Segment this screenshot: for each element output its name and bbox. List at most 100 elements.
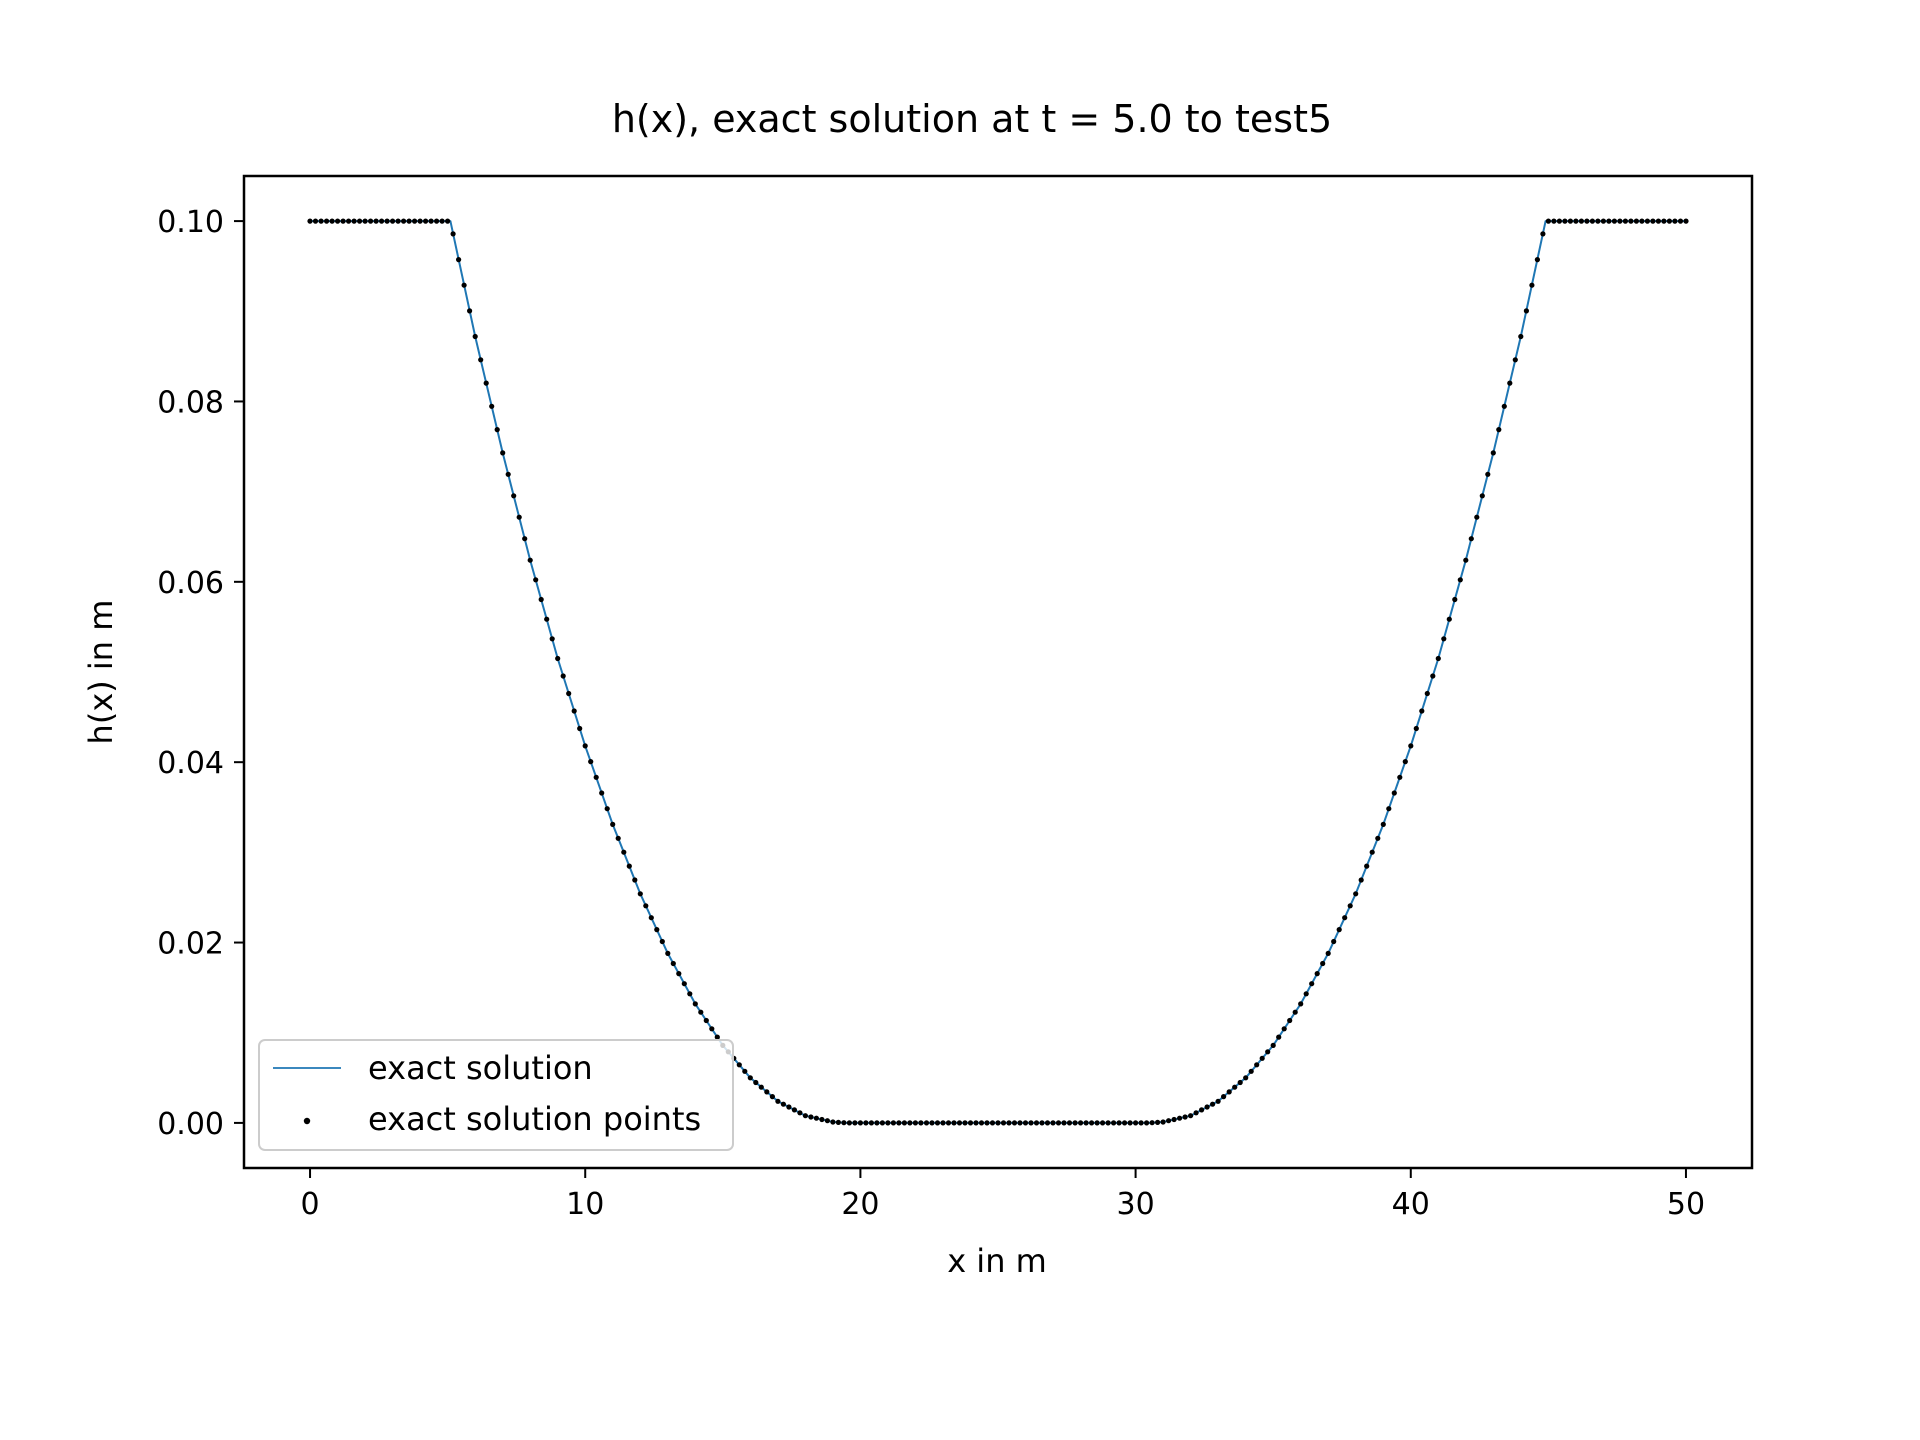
data-point bbox=[1166, 1118, 1172, 1124]
data-point bbox=[1138, 1120, 1144, 1126]
data-point bbox=[896, 1120, 902, 1126]
y-axis: 0.00 0.02 0.04 0.06 0.08 0.10 bbox=[157, 205, 244, 1142]
data-point bbox=[549, 636, 555, 642]
data-point bbox=[439, 218, 445, 224]
data-point bbox=[516, 514, 522, 520]
data-point bbox=[1204, 1104, 1210, 1110]
data-point bbox=[1028, 1120, 1034, 1126]
data-point bbox=[1133, 1120, 1139, 1126]
data-point bbox=[577, 725, 583, 732]
data-point bbox=[1545, 218, 1551, 224]
data-point bbox=[670, 960, 676, 967]
x-tick-label: 40 bbox=[1392, 1187, 1430, 1222]
data-point bbox=[846, 1120, 853, 1126]
data-point bbox=[511, 493, 517, 499]
data-point bbox=[1259, 1055, 1265, 1061]
data-point bbox=[538, 596, 544, 603]
data-point bbox=[698, 1009, 704, 1015]
data-point bbox=[643, 903, 649, 909]
data-point bbox=[467, 308, 473, 314]
data-point bbox=[500, 450, 506, 456]
data-point bbox=[1397, 774, 1403, 780]
data-point bbox=[632, 877, 638, 883]
data-point bbox=[1011, 1120, 1018, 1126]
data-point bbox=[1309, 981, 1315, 987]
data-point bbox=[665, 950, 671, 957]
data-point bbox=[918, 1120, 924, 1126]
x-tick-label: 50 bbox=[1667, 1187, 1705, 1222]
y-tick-label: 0.08 bbox=[157, 385, 224, 420]
data-point bbox=[780, 1101, 787, 1107]
data-point bbox=[1314, 971, 1320, 977]
data-point bbox=[527, 557, 533, 563]
data-point bbox=[1567, 218, 1573, 224]
data-point bbox=[984, 1120, 990, 1126]
data-point bbox=[472, 333, 478, 340]
data-point bbox=[1457, 577, 1463, 583]
data-point bbox=[1094, 1120, 1100, 1126]
data-point bbox=[312, 218, 319, 224]
legend-entry-exact-solution-points: exact solution points bbox=[368, 1100, 701, 1138]
data-point bbox=[1248, 1068, 1254, 1074]
data-point bbox=[1584, 218, 1590, 224]
data-point bbox=[1496, 427, 1502, 433]
data-point bbox=[1149, 1120, 1155, 1126]
data-point bbox=[1463, 557, 1469, 563]
x-axis-label: x in m bbox=[947, 1242, 1047, 1280]
data-point bbox=[434, 218, 440, 224]
data-point bbox=[962, 1120, 968, 1126]
legend-point-swatch bbox=[303, 1117, 311, 1125]
data-point bbox=[852, 1120, 858, 1126]
data-point bbox=[1644, 218, 1650, 224]
data-point bbox=[1270, 1042, 1276, 1048]
data-point bbox=[346, 218, 352, 224]
data-point bbox=[692, 1001, 698, 1007]
data-point bbox=[1100, 1120, 1106, 1126]
data-point bbox=[324, 218, 330, 224]
data-point bbox=[1017, 1120, 1023, 1126]
data-point bbox=[967, 1120, 974, 1126]
data-point bbox=[1639, 218, 1645, 224]
data-point bbox=[406, 218, 412, 224]
data-point bbox=[1122, 1120, 1128, 1126]
data-point bbox=[753, 1079, 759, 1086]
data-point bbox=[1177, 1115, 1183, 1121]
data-point bbox=[1298, 1001, 1304, 1007]
y-tick-label: 0.00 bbox=[157, 1107, 224, 1142]
data-point bbox=[555, 655, 561, 662]
axes-frame bbox=[242, 174, 1754, 1170]
data-point bbox=[1066, 1120, 1073, 1126]
data-point bbox=[1292, 1009, 1298, 1015]
y-tick-label: 0.02 bbox=[157, 927, 224, 962]
data-point bbox=[1424, 690, 1430, 697]
data-point bbox=[978, 1120, 985, 1126]
data-point bbox=[329, 218, 335, 224]
data-point bbox=[956, 1120, 963, 1126]
data-point bbox=[1380, 821, 1386, 828]
legend: exact solution exact solution points bbox=[258, 1039, 734, 1151]
data-point bbox=[1111, 1120, 1117, 1126]
data-point bbox=[995, 1120, 1001, 1126]
data-point bbox=[395, 218, 401, 224]
data-point bbox=[1276, 1034, 1282, 1040]
data-point bbox=[1529, 282, 1535, 288]
data-point bbox=[1402, 759, 1408, 765]
data-point bbox=[307, 218, 313, 224]
data-point bbox=[1413, 725, 1419, 732]
data-point bbox=[1353, 891, 1359, 897]
data-point bbox=[802, 1113, 809, 1119]
data-point bbox=[824, 1118, 831, 1124]
data-point bbox=[445, 218, 451, 224]
data-point bbox=[659, 938, 665, 945]
data-point bbox=[973, 1120, 979, 1126]
data-point bbox=[1182, 1114, 1188, 1120]
data-point bbox=[1243, 1075, 1249, 1081]
data-point bbox=[604, 806, 610, 812]
data-point bbox=[1325, 950, 1331, 957]
data-point bbox=[1512, 357, 1518, 363]
data-point bbox=[764, 1089, 770, 1095]
x-tick-label: 30 bbox=[1116, 1187, 1154, 1222]
y-tick-label: 0.04 bbox=[157, 746, 224, 781]
data-point bbox=[819, 1116, 825, 1123]
